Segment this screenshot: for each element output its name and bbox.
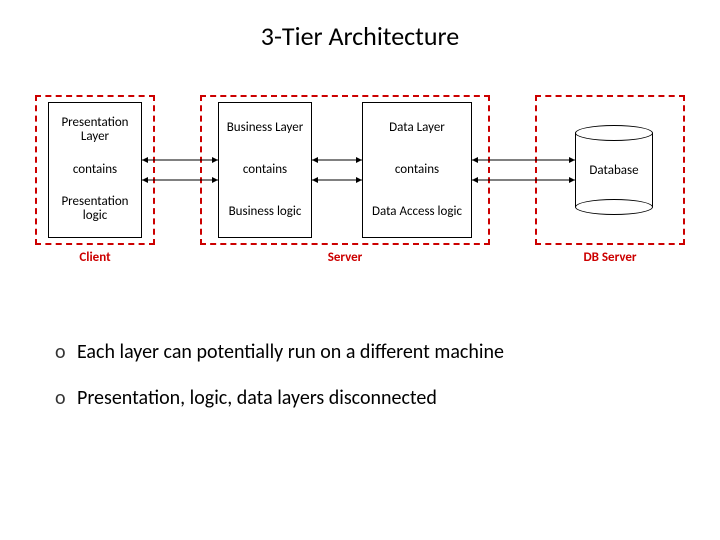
tier-db-server-label: DB Server bbox=[535, 250, 685, 265]
database-bottom-cap bbox=[575, 199, 653, 215]
tier-client-label: Client bbox=[35, 250, 155, 265]
list-item: o Presentation, logic, data layers disco… bbox=[55, 386, 665, 410]
bullet-marker: o bbox=[55, 386, 77, 410]
presentation-layer-title: Presentation Layer bbox=[51, 116, 139, 146]
data-layer-contains: contains bbox=[395, 163, 439, 178]
presentation-layer-box: Presentation Layer contains Presentation… bbox=[48, 102, 142, 238]
bullet-marker: o bbox=[55, 340, 77, 364]
business-layer-box: Business Layer contains Business logic bbox=[218, 102, 312, 238]
tier-server-label: Server bbox=[200, 250, 490, 265]
business-layer-title: Business Layer bbox=[227, 121, 304, 136]
business-layer-contains: contains bbox=[243, 163, 287, 178]
data-layer-box: Data Layer contains Data Access logic bbox=[362, 102, 472, 238]
page-title: 3-Tier Architecture bbox=[0, 20, 720, 52]
architecture-diagram: Client Server DB Server Presentation Lay… bbox=[30, 90, 690, 290]
list-item: o Each layer can potentially run on a di… bbox=[55, 340, 665, 364]
bullet-text-0: Each layer can potentially run on a diff… bbox=[77, 340, 504, 364]
database-top-cap bbox=[575, 125, 653, 141]
presentation-layer-contains: contains bbox=[73, 163, 117, 178]
database-label: Database bbox=[575, 133, 653, 207]
business-layer-logic: Business logic bbox=[229, 205, 302, 220]
bullet-list: o Each layer can potentially run on a di… bbox=[55, 340, 665, 432]
data-layer-title: Data Layer bbox=[389, 121, 445, 136]
database-cylinder: Database bbox=[575, 125, 653, 215]
data-layer-logic: Data Access logic bbox=[372, 205, 462, 220]
bullet-text-1: Presentation, logic, data layers disconn… bbox=[77, 386, 437, 410]
presentation-layer-logic: Presentation logic bbox=[51, 195, 139, 225]
